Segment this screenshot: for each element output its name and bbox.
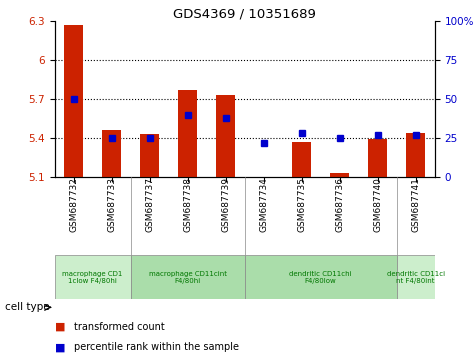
Text: ■: ■ [55,321,65,332]
Text: GSM687736: GSM687736 [335,177,344,232]
Text: macrophage CD1
1clow F4/80hi: macrophage CD1 1clow F4/80hi [62,270,123,284]
Bar [406,133,425,177]
Bar [368,139,387,177]
Text: macrophage CD11cint
F4/80hi: macrophage CD11cint F4/80hi [149,270,227,284]
Text: GSM687739: GSM687739 [221,177,230,232]
Text: GSM687741: GSM687741 [411,177,420,232]
FancyBboxPatch shape [245,255,397,299]
Bar [102,130,121,177]
Bar [140,134,159,177]
Bar [216,95,235,177]
Text: GSM687737: GSM687737 [145,177,154,232]
Text: dendritic CD11chi
F4/80low: dendritic CD11chi F4/80low [289,270,352,284]
FancyBboxPatch shape [55,255,131,299]
Text: transformed count: transformed count [74,321,164,332]
Text: GSM687740: GSM687740 [373,177,382,232]
Bar [292,142,311,177]
Text: GSM687732: GSM687732 [69,177,78,232]
Text: ■: ■ [55,342,65,353]
Bar [330,173,349,177]
FancyBboxPatch shape [397,255,435,299]
Text: GSM687738: GSM687738 [183,177,192,232]
Bar [64,25,83,177]
Text: GSM687733: GSM687733 [107,177,116,232]
Bar [178,90,197,177]
Text: cell type: cell type [5,302,49,312]
Text: GSM687735: GSM687735 [297,177,306,232]
Text: GSM687734: GSM687734 [259,177,268,232]
FancyBboxPatch shape [131,255,245,299]
Text: dendritic CD11ci
nt F4/80int: dendritic CD11ci nt F4/80int [387,270,445,284]
Title: GDS4369 / 10351689: GDS4369 / 10351689 [173,7,316,20]
Text: percentile rank within the sample: percentile rank within the sample [74,342,238,353]
